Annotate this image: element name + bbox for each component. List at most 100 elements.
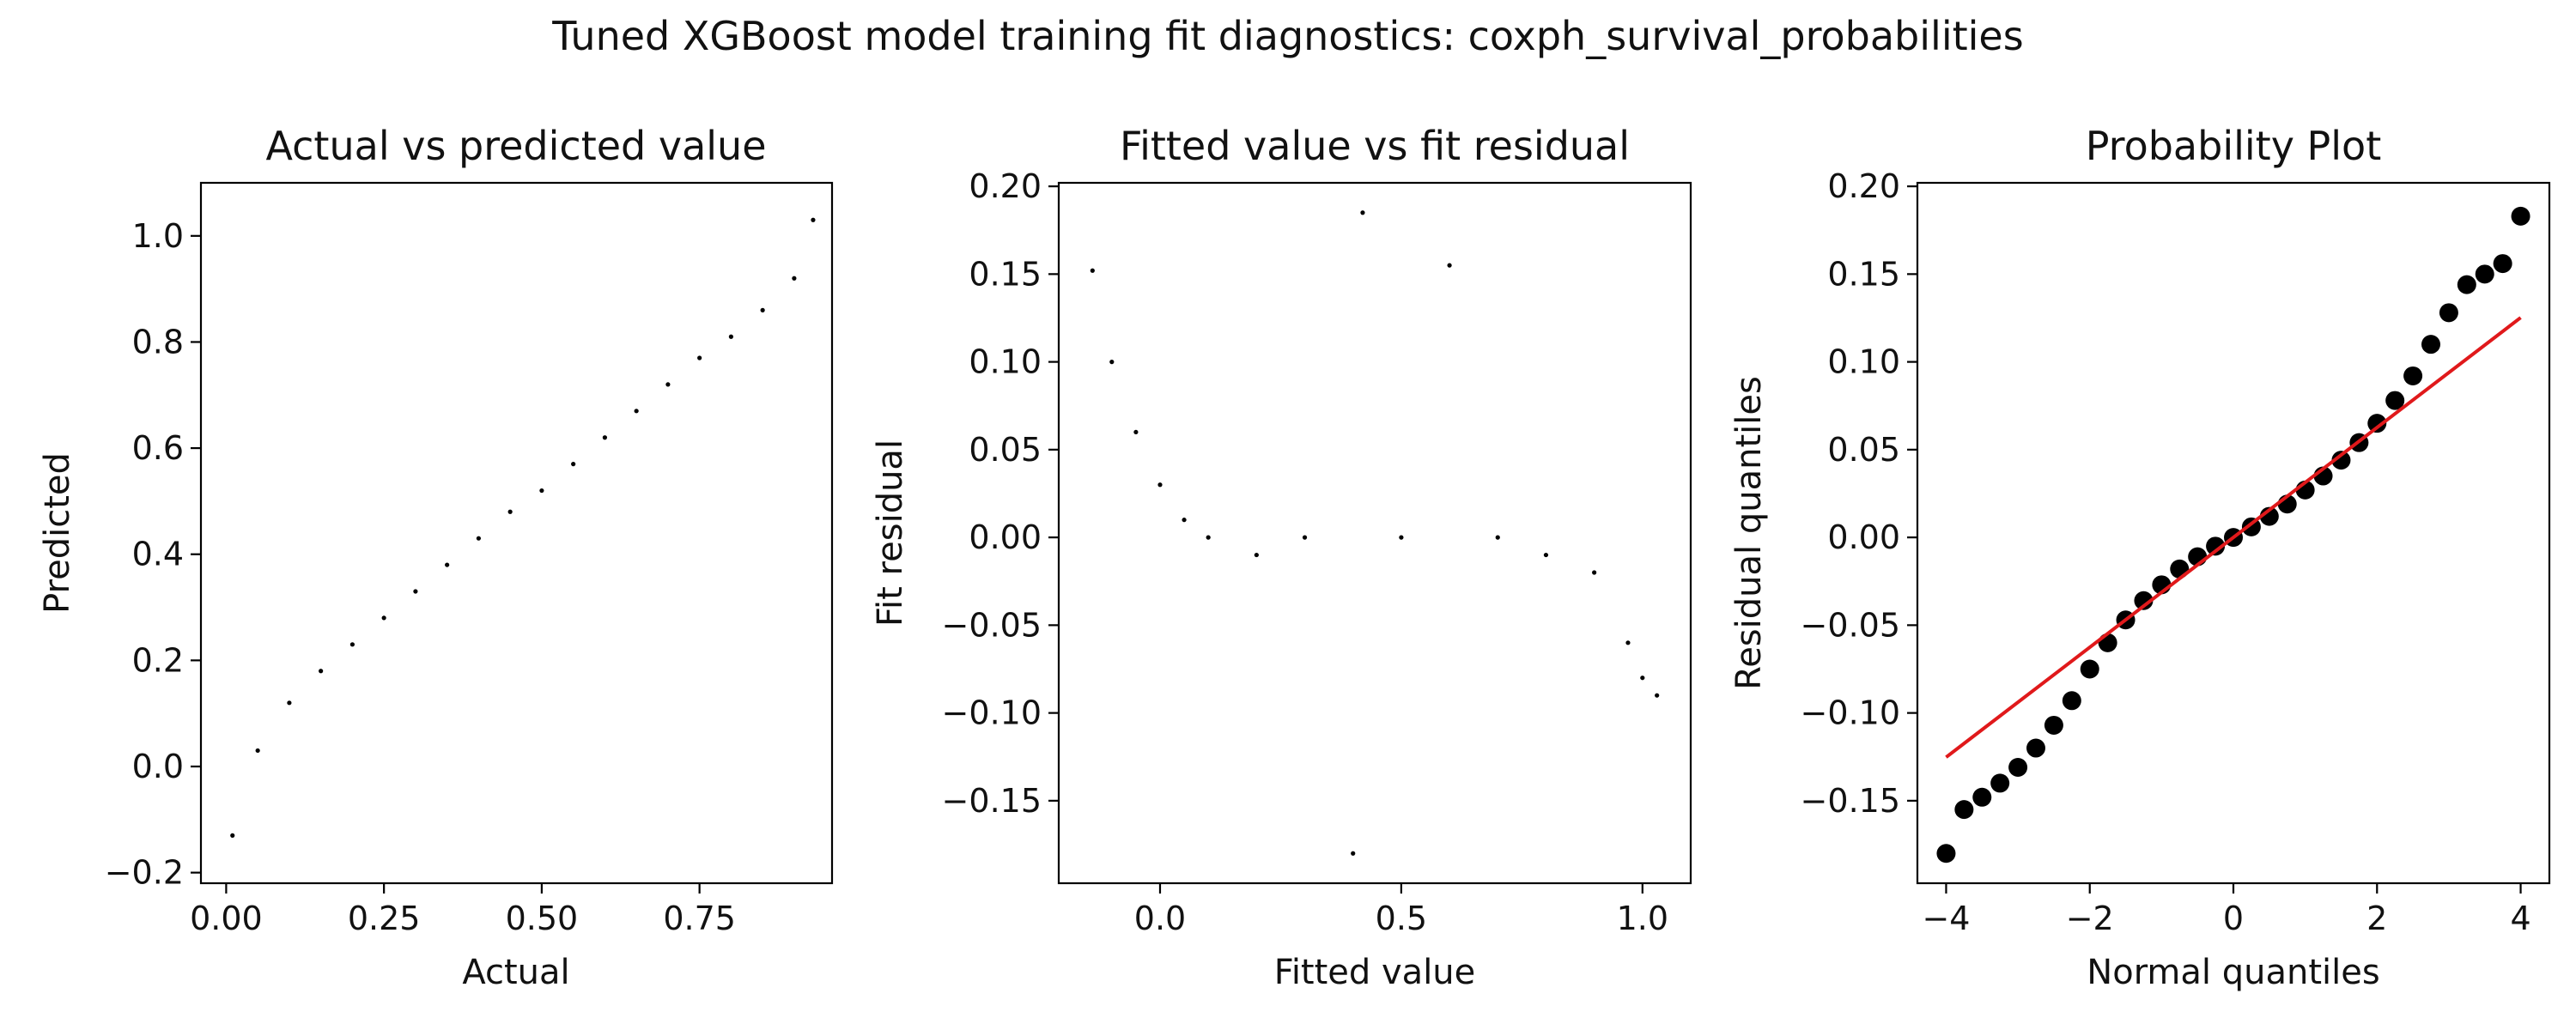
data-point (2421, 335, 2440, 354)
x-tick-label: 4 (2510, 900, 2530, 937)
data-point (1157, 482, 1163, 488)
probability-plot-axes: −4 −2 0 2 4 −0.15 −0.10 −0.05 0.00 0.05 0.10 0.15 0.… (1801, 167, 2531, 937)
fitted-vs-residual-axes: 0.0 0.5 1.0 −0.15 −0.10 −0.05 0.00 0.05 0.10 0.15… (942, 167, 1668, 937)
y-tick-label: 0.10 (1827, 343, 1900, 381)
x-tick-label: 0 (2223, 900, 2244, 937)
data-point (319, 669, 324, 674)
data-point (413, 589, 418, 594)
y-tick-label: 0.15 (969, 255, 1042, 293)
x-tick-label: 0.25 (348, 900, 421, 937)
panel-title-probability-plot: Probability Plot (2086, 123, 2381, 169)
panel-title-actual-vs-predicted: Actual vs predicted value (265, 123, 766, 169)
actual-vs-predicted-ylabel: Predicted (38, 452, 77, 614)
data-point (2044, 715, 2063, 735)
probability-plot-panel: Probability Plot −4 −2 0 2 4 −0.15 −0.10 −0.05 0… (1729, 123, 2551, 992)
data-point (2134, 591, 2154, 610)
data-point (1990, 773, 2010, 793)
y-tick-label: 1.0 (132, 217, 184, 255)
data-point (539, 488, 544, 494)
fit-line (1945, 316, 2522, 759)
data-point (1302, 535, 1308, 540)
figure-suptitle: Tuned XGBoost model training fit diagnos… (551, 13, 2023, 59)
data-point (1495, 535, 1500, 540)
data-point (1543, 552, 1549, 558)
fitted-vs-residual-plot-area (1057, 181, 1692, 885)
data-point (634, 409, 639, 414)
data-point (728, 334, 734, 339)
y-tick-label: −0.10 (1801, 694, 1900, 732)
data-point (2367, 414, 2387, 433)
y-tick-label: 0.20 (1827, 167, 1900, 205)
probability-plot-ylabel: Residual quantiles (1729, 376, 1769, 690)
data-point (2385, 391, 2405, 410)
y-tick-label: 0.00 (1827, 518, 1900, 556)
data-point (811, 217, 816, 222)
data-point (287, 700, 292, 706)
y-tick-label: 0.6 (132, 429, 184, 467)
data-point (2403, 366, 2423, 385)
actual-vs-predicted-plot-area (199, 181, 834, 885)
y-tick-label: −0.15 (942, 782, 1042, 820)
fitted-vs-residual-points (1090, 210, 1660, 856)
y-tick-label: 0.00 (969, 518, 1042, 556)
data-point (571, 462, 576, 467)
data-point (2206, 536, 2226, 556)
y-tick-label: −0.05 (1801, 606, 1900, 644)
data-point (1206, 535, 1211, 540)
y-tick-label: −0.15 (1801, 782, 1900, 820)
data-point (665, 382, 671, 387)
probability-plot-plot-area (1916, 181, 2551, 885)
actual-vs-predicted-axes: 0.00 0.25 0.50 0.75 −0.2 0.0 0.2 0.4 0.6 0.8 1.0 (105, 217, 736, 937)
data-point (1351, 851, 1356, 856)
x-tick-label: 0.75 (663, 900, 736, 937)
x-tick-label: −2 (2066, 900, 2114, 937)
data-point (1254, 552, 1259, 558)
x-tick-label: 0.00 (190, 900, 263, 937)
data-point (349, 642, 355, 647)
y-tick-label: −0.05 (942, 606, 1042, 644)
y-tick-label: 0.2 (132, 641, 184, 679)
y-tick-label: −0.2 (105, 854, 184, 892)
data-point (381, 615, 386, 621)
y-tick-label: 0.10 (969, 343, 1042, 381)
probability-plot-points (1936, 206, 2530, 863)
fitted-vs-residual-ylabel: Fit residual (871, 439, 910, 627)
fitted-vs-residual-panel: Fitted value vs fit residual 0.0 0.5 1.0 −0… (871, 123, 1692, 992)
data-point (476, 536, 482, 541)
data-point (2062, 691, 2081, 711)
data-point (1182, 518, 1187, 523)
data-point (1655, 693, 1660, 698)
y-tick-label: 0.0 (132, 748, 184, 785)
data-point (1399, 535, 1404, 540)
data-point (1447, 263, 1452, 268)
x-tick-label: 0.0 (1134, 900, 1186, 937)
y-tick-label: 0.4 (132, 536, 184, 573)
data-point (1972, 787, 1992, 807)
y-tick-label: 0.8 (132, 323, 184, 360)
data-point (2511, 206, 2530, 226)
probability-plot-xlabel: Normal quantiles (2087, 953, 2379, 992)
x-tick-label: 0.50 (506, 900, 579, 937)
y-tick-label: 0.20 (969, 167, 1042, 205)
actual-vs-predicted-xlabel: Actual (462, 953, 569, 992)
data-point (2439, 303, 2458, 323)
data-point (2080, 659, 2099, 679)
data-point (1592, 570, 1597, 575)
data-point (445, 562, 450, 567)
x-tick-label: −4 (1922, 900, 1970, 937)
data-point (1640, 676, 1645, 681)
actual-vs-predicted-points (230, 217, 816, 838)
panel-title-fitted-vs-residual: Fitted value vs fit residual (1120, 123, 1630, 169)
data-point (792, 276, 797, 281)
data-point (1360, 210, 1365, 215)
data-point (2475, 264, 2494, 284)
x-tick-label: 1.0 (1617, 900, 1668, 937)
x-tick-label: 2 (2366, 900, 2387, 937)
data-point (2493, 254, 2512, 274)
data-point (602, 435, 608, 440)
data-point (2331, 451, 2351, 470)
data-point (2026, 738, 2045, 758)
y-tick-label: −0.10 (942, 694, 1042, 732)
data-point (760, 307, 765, 312)
data-point (2008, 758, 2028, 778)
